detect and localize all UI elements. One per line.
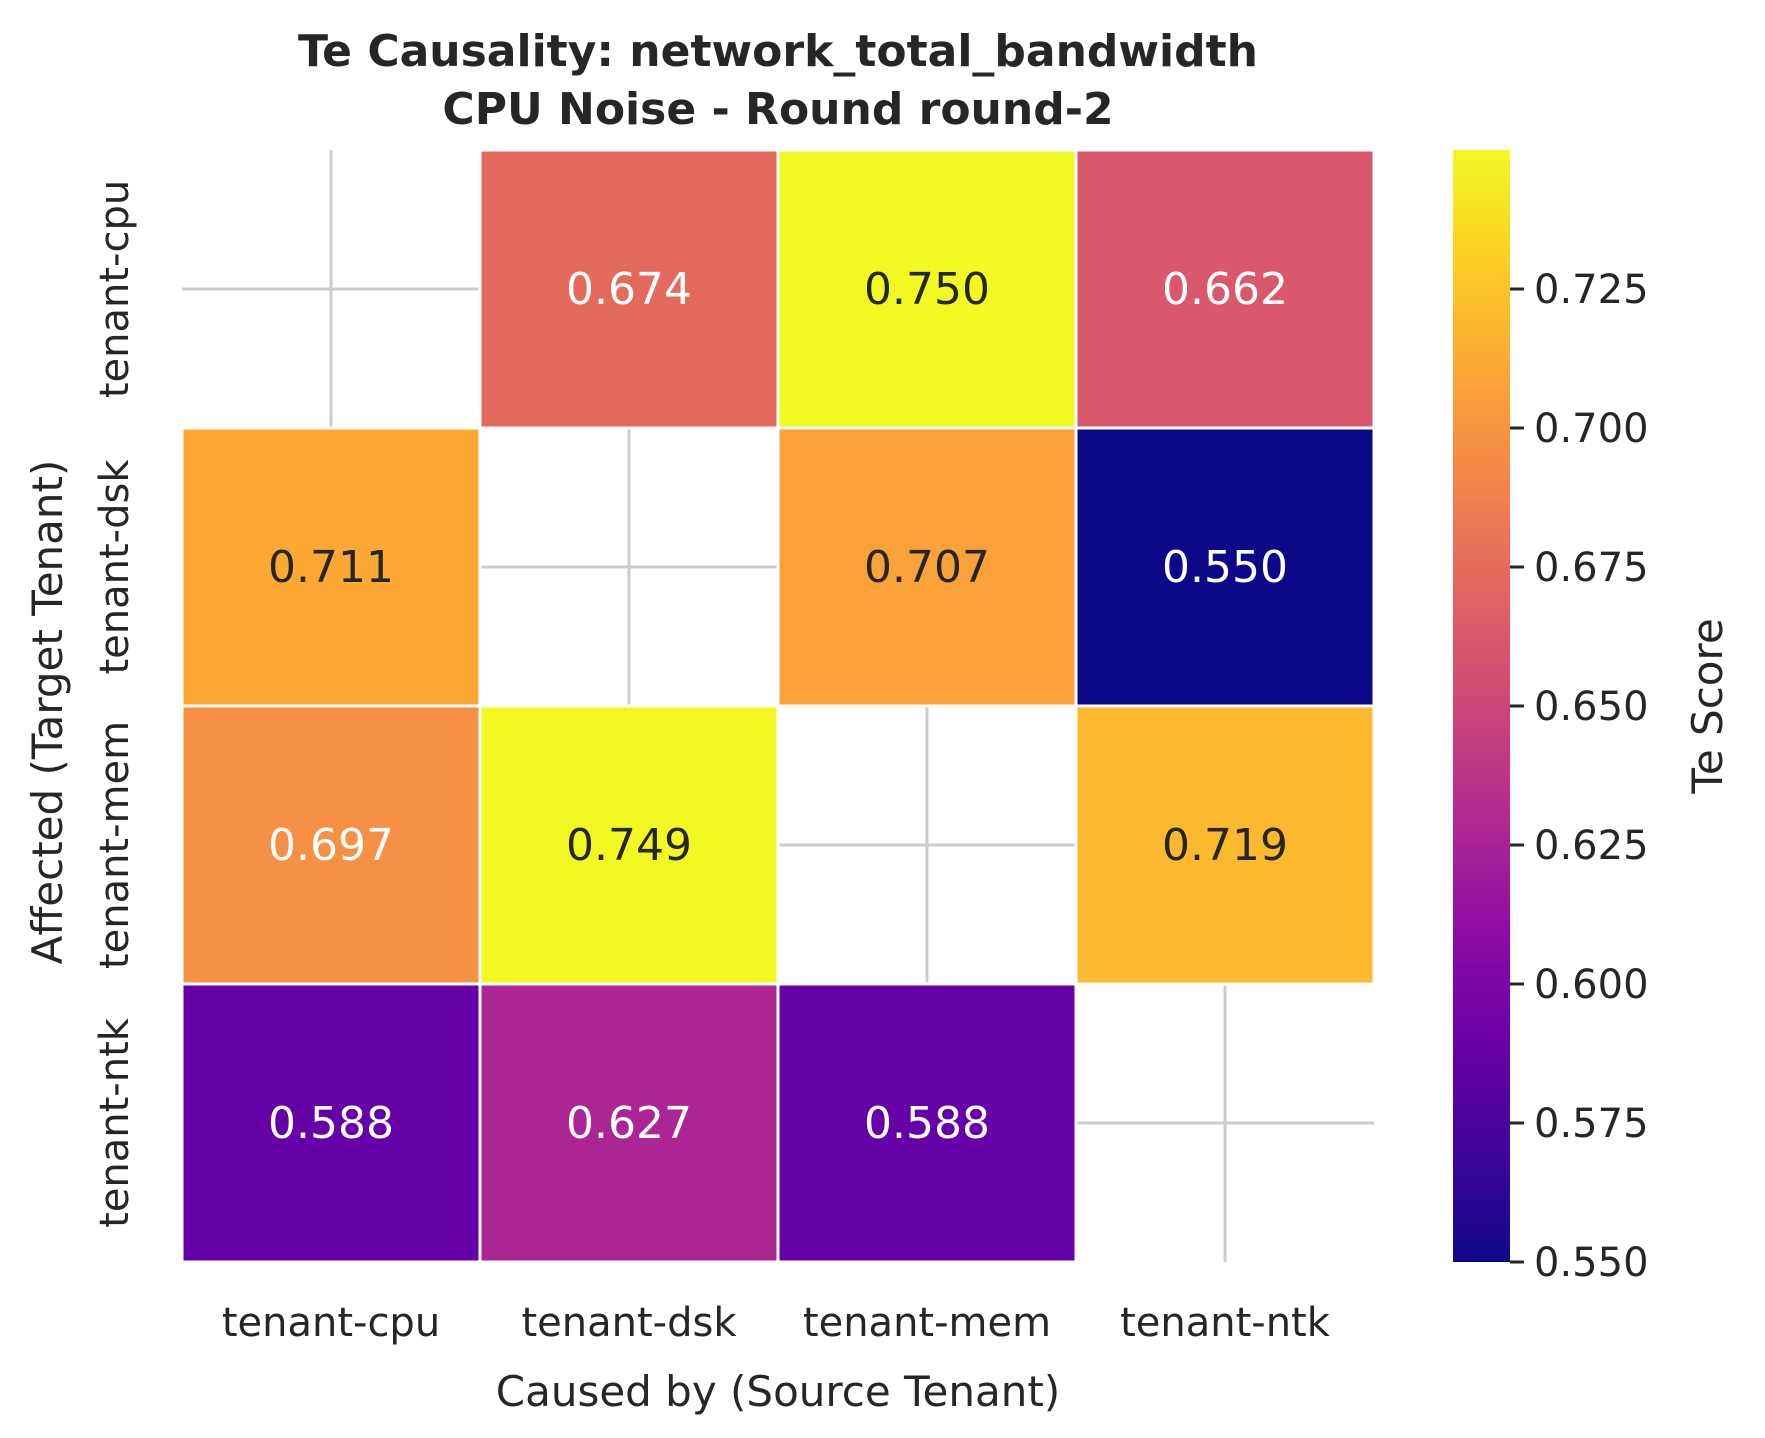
cell-value-label: 0.662 xyxy=(1162,264,1288,315)
x-tick-label: tenant-cpu xyxy=(222,1300,440,1346)
colorbar-tick-label: 0.675 xyxy=(1534,545,1649,591)
x-tick-label: tenant-dsk xyxy=(521,1300,737,1346)
heatmap-cell xyxy=(478,704,780,986)
x-axis-label: Caused by (Source Tenant) xyxy=(496,1367,1060,1416)
chart-subtitle: CPU Noise - Round round-2 xyxy=(442,84,1113,135)
colorbar-tick-label: 0.700 xyxy=(1534,406,1649,452)
cell-value-label: 0.674 xyxy=(566,264,692,315)
heatmap-cell xyxy=(1074,426,1376,708)
x-tick-labels: tenant-cpu tenant-dsk tenant-mem tenant-ntk xyxy=(222,1300,1331,1346)
heatmap-cell xyxy=(1074,704,1376,986)
x-tick-label: tenant-ntk xyxy=(1120,1300,1331,1346)
heatmap-cell xyxy=(180,704,482,986)
y-tick-label: tenant-cpu xyxy=(92,180,138,398)
x-tick-label: tenant-mem xyxy=(803,1300,1051,1346)
chart-title: Te Causality: network_total_bandwidth xyxy=(298,26,1258,77)
colorbar-tick-label: 0.575 xyxy=(1534,1101,1649,1147)
colorbar xyxy=(1453,150,1510,1262)
colorbar-ticks: 0.550 0.575 0.600 0.625 0.650 0.675 0.700 0.725 xyxy=(1510,267,1649,1286)
heatmap-cell xyxy=(180,426,482,708)
colorbar-tick-label: 0.725 xyxy=(1534,267,1649,313)
colorbar-label: Te Score xyxy=(1683,618,1732,794)
heatmap-cell xyxy=(1074,148,1376,430)
heatmap-cell xyxy=(478,148,780,430)
cell-value-label: 0.749 xyxy=(566,820,692,871)
y-tick-label: tenant-mem xyxy=(92,721,138,969)
cell-value-label: 0.588 xyxy=(864,1098,990,1149)
cell-value-label: 0.711 xyxy=(268,542,394,593)
colorbar-tick-label: 0.600 xyxy=(1534,962,1649,1008)
heatmap-cells: 0.674 0.750 0.662 0.711 0.707 0.550 0.697 0.749… xyxy=(180,148,1376,1264)
heatmap-cell xyxy=(478,982,780,1264)
cell-value-label: 0.719 xyxy=(1162,820,1288,871)
y-axis-label: Affected (Target Tenant) xyxy=(23,460,72,965)
heatmap-cell xyxy=(776,148,1078,430)
cell-value-label: 0.627 xyxy=(566,1098,692,1149)
heatmap-cell xyxy=(776,982,1078,1264)
colorbar-tick-label: 0.625 xyxy=(1534,823,1649,869)
cell-value-label: 0.707 xyxy=(864,542,990,593)
cell-value-label: 0.550 xyxy=(1162,542,1288,593)
y-tick-label: tenant-dsk xyxy=(92,459,138,675)
y-tick-label: tenant-ntk xyxy=(92,1017,138,1228)
y-tick-labels: tenant-cpu tenant-dsk tenant-mem tenant-ntk xyxy=(92,180,138,1228)
cell-value-label: 0.697 xyxy=(268,820,394,871)
colorbar-tick-label: 0.550 xyxy=(1534,1240,1649,1286)
cell-value-label: 0.750 xyxy=(864,264,990,315)
colorbar-tick-label: 0.650 xyxy=(1534,684,1649,730)
cell-value-label: 0.588 xyxy=(268,1098,394,1149)
